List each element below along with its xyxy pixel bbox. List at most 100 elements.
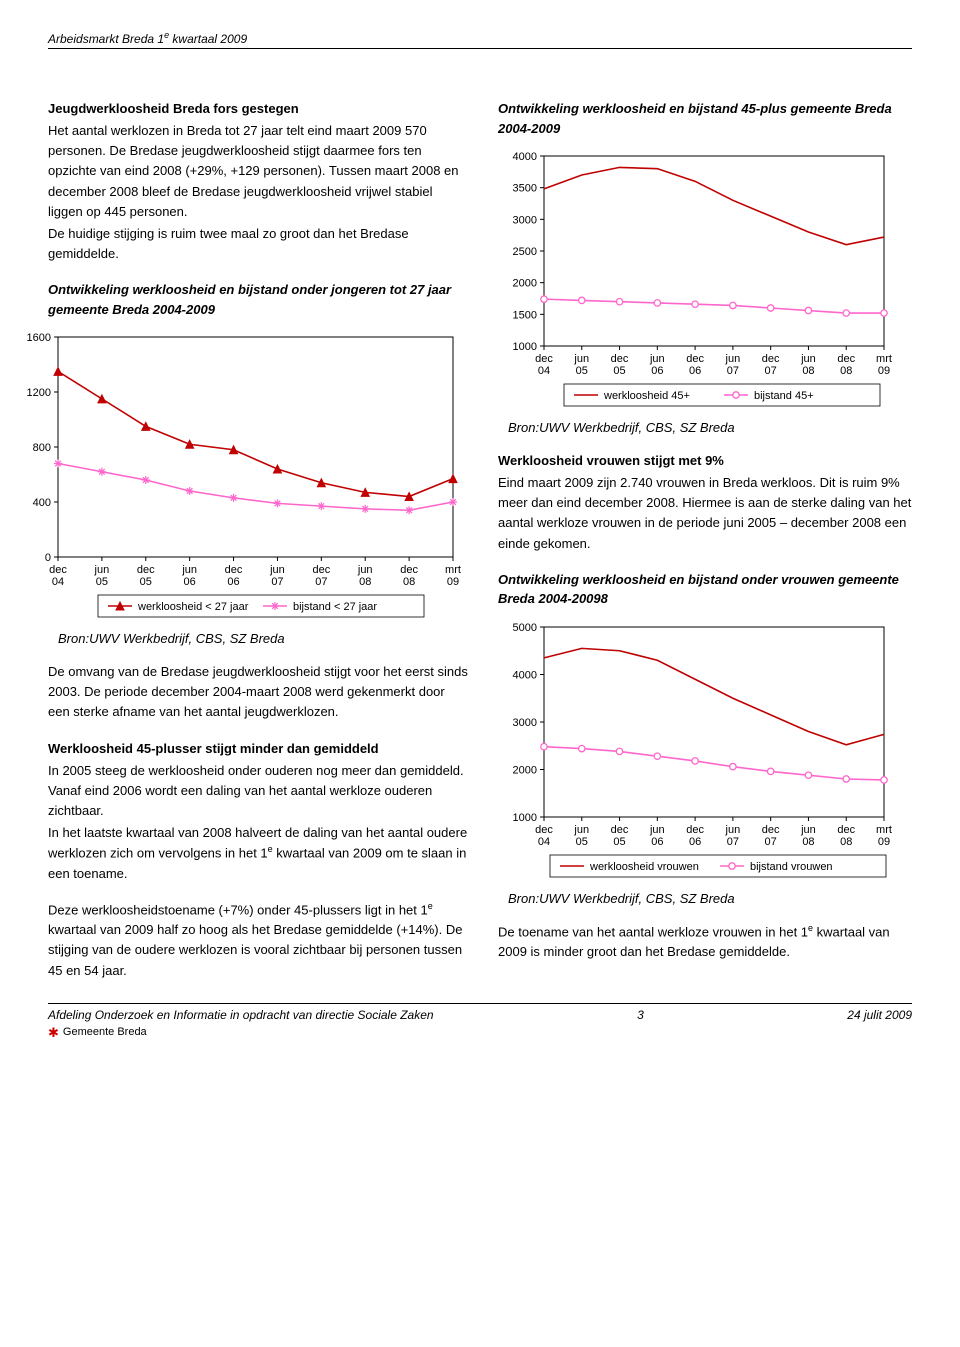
gemeente-logo: ✱ Gemeente Breda (48, 1026, 147, 1039)
svg-text:bijstand < 27 jaar: bijstand < 27 jaar (293, 601, 377, 613)
footer-left: Afdeling Onderzoek en Informatie in opdr… (48, 1008, 434, 1022)
svg-text:dec: dec (400, 564, 418, 576)
svg-text:08: 08 (802, 836, 814, 848)
svg-text:jun: jun (649, 824, 665, 836)
section3-p2: In het laatste kwartaal van 2008 halveer… (48, 823, 468, 884)
chart1-container: 040080012001600dec04jun05dec05jun06dec06… (8, 327, 468, 623)
svg-text:bijstand vrouwen: bijstand vrouwen (750, 861, 833, 873)
section1-p1: Het aantal werklozen in Breda tot 27 jaa… (48, 121, 468, 222)
svg-text:05: 05 (613, 836, 625, 848)
chart2-title: Ontwikkeling werkloosheid en bijstand 45… (498, 99, 912, 138)
chart3: 10002000300040005000dec04jun05dec05jun06… (498, 617, 898, 883)
svg-text:werkloosheid 45+: werkloosheid 45+ (603, 390, 690, 402)
svg-text:bijstand 45+: bijstand 45+ (754, 390, 814, 402)
svg-text:dec: dec (762, 824, 780, 836)
svg-text:05: 05 (576, 365, 588, 377)
block2-p1: De omvang van de Bredase jeugdwerklooshe… (48, 662, 468, 722)
svg-text:05: 05 (613, 365, 625, 377)
page-header: Arbeidsmarkt Breda 1e kwartaal 2009 (48, 30, 912, 49)
svg-text:1000: 1000 (513, 341, 537, 353)
page-footer: Afdeling Onderzoek en Informatie in opdr… (48, 1003, 912, 1039)
svg-text:08: 08 (403, 576, 415, 588)
chart2-container: 1000150020002500300035004000dec04jun05de… (498, 146, 912, 412)
svg-text:dec: dec (535, 824, 553, 836)
chart3-title: Ontwikkeling werkloosheid en bijstand on… (498, 570, 912, 609)
chart2-source: Bron:UWV Werkbedrijf, CBS, SZ Breda (508, 420, 912, 435)
svg-text:werkloosheid < 27 jaar: werkloosheid < 27 jaar (137, 601, 249, 613)
chart2: 1000150020002500300035004000dec04jun05de… (498, 146, 898, 412)
chart3-source: Bron:UWV Werkbedrijf, CBS, SZ Breda (508, 891, 912, 906)
section4-p1: Eind maart 2009 zijn 2.740 vrouwen in Br… (498, 473, 912, 554)
chart1-source: Bron:UWV Werkbedrijf, CBS, SZ Breda (58, 631, 468, 646)
section3-title: Werkloosheid 45-plusser stijgt minder da… (48, 739, 468, 759)
svg-text:09: 09 (878, 365, 890, 377)
section1-title: Jeugdwerkloosheid Breda fors gestegen (48, 99, 468, 119)
svg-text:05: 05 (576, 836, 588, 848)
svg-text:jun: jun (357, 564, 373, 576)
svg-text:09: 09 (447, 576, 459, 588)
svg-text:08: 08 (359, 576, 371, 588)
svg-text:werkloosheid vrouwen: werkloosheid vrouwen (589, 861, 699, 873)
svg-text:06: 06 (184, 576, 196, 588)
svg-text:04: 04 (52, 576, 64, 588)
block5-p1: De toename van het aantal werkloze vrouw… (498, 922, 912, 963)
svg-text:mrt: mrt (876, 824, 892, 836)
svg-text:2500: 2500 (513, 246, 537, 258)
svg-text:5000: 5000 (513, 622, 537, 634)
svg-text:1500: 1500 (513, 309, 537, 321)
svg-text:jun: jun (800, 353, 816, 365)
svg-text:06: 06 (227, 576, 239, 588)
section3-p1: In 2005 steeg de werkloosheid onder oude… (48, 761, 468, 821)
chart1-title: Ontwikkeling werkloosheid en bijstand on… (48, 280, 468, 319)
svg-text:dec: dec (49, 564, 67, 576)
svg-text:dec: dec (686, 353, 704, 365)
svg-text:0: 0 (45, 552, 51, 564)
svg-text:dec: dec (611, 353, 629, 365)
svg-text:mrt: mrt (876, 353, 892, 365)
svg-text:jun: jun (269, 564, 285, 576)
section1-p2: De huidige stijging is ruim twee maal zo… (48, 224, 468, 264)
svg-text:dec: dec (837, 353, 855, 365)
svg-text:04: 04 (538, 365, 550, 377)
svg-text:07: 07 (271, 576, 283, 588)
svg-text:2000: 2000 (513, 278, 537, 290)
section4-title: Werkloosheid vrouwen stijgt met 9% (498, 451, 912, 471)
svg-text:09: 09 (878, 836, 890, 848)
svg-text:3000: 3000 (513, 717, 537, 729)
svg-text:3500: 3500 (513, 183, 537, 195)
section3-p3: Deze werkloosheidstoename (+7%) onder 45… (48, 900, 468, 981)
svg-text:07: 07 (727, 836, 739, 848)
svg-text:2000: 2000 (513, 764, 537, 776)
svg-text:06: 06 (689, 836, 701, 848)
svg-text:08: 08 (840, 836, 852, 848)
svg-text:1000: 1000 (513, 812, 537, 824)
svg-text:dec: dec (225, 564, 243, 576)
svg-text:06: 06 (651, 365, 663, 377)
svg-text:dec: dec (535, 353, 553, 365)
footer-date: 24 julit 2009 (847, 1008, 912, 1039)
svg-text:07: 07 (315, 576, 327, 588)
svg-text:07: 07 (727, 365, 739, 377)
svg-text:jun: jun (181, 564, 197, 576)
svg-text:jun: jun (573, 353, 589, 365)
svg-text:3000: 3000 (513, 214, 537, 226)
chart1: 040080012001600dec04jun05dec05jun06dec06… (8, 327, 468, 623)
svg-text:08: 08 (840, 365, 852, 377)
svg-text:dec: dec (312, 564, 330, 576)
svg-text:dec: dec (611, 824, 629, 836)
svg-text:1600: 1600 (27, 332, 51, 344)
chart3-container: 10002000300040005000dec04jun05dec05jun06… (498, 617, 912, 883)
svg-text:mrt: mrt (445, 564, 461, 576)
breda-logo-icon: ✱ (48, 1026, 59, 1039)
svg-text:06: 06 (651, 836, 663, 848)
svg-text:05: 05 (96, 576, 108, 588)
svg-text:jun: jun (573, 824, 589, 836)
svg-text:dec: dec (837, 824, 855, 836)
svg-text:400: 400 (33, 497, 51, 509)
svg-text:jun: jun (725, 353, 741, 365)
svg-text:05: 05 (140, 576, 152, 588)
svg-text:1200: 1200 (27, 387, 51, 399)
footer-page-number: 3 (637, 1008, 644, 1039)
svg-text:07: 07 (765, 365, 777, 377)
svg-text:dec: dec (137, 564, 155, 576)
